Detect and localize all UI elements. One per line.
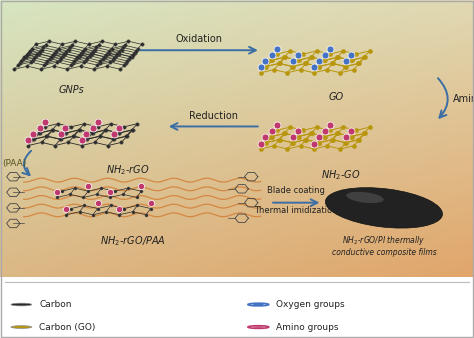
Text: Reduction: Reduction [189, 111, 238, 121]
Text: Oxidation: Oxidation [175, 34, 223, 44]
Text: Amination: Amination [453, 94, 474, 104]
Circle shape [248, 303, 269, 306]
Text: Amino groups: Amino groups [276, 322, 339, 332]
Circle shape [248, 326, 269, 329]
Text: Thermal imidization: Thermal imidization [255, 206, 338, 215]
Text: NH$_2$-rGO/PI thermally
conductive composite films: NH$_2$-rGO/PI thermally conductive compo… [332, 234, 436, 257]
Text: Carbon: Carbon [39, 300, 72, 309]
Text: Oxygen groups: Oxygen groups [276, 300, 345, 309]
Text: NH$_2$-rGO/PAA: NH$_2$-rGO/PAA [100, 234, 166, 248]
Circle shape [253, 326, 264, 328]
Text: NH$_2$-rGO: NH$_2$-rGO [106, 163, 150, 177]
Text: GNPs: GNPs [58, 85, 84, 95]
Text: Carbon (GO): Carbon (GO) [39, 322, 96, 332]
Circle shape [253, 304, 264, 305]
Text: NH$_2$-GO: NH$_2$-GO [321, 168, 361, 182]
Text: Blade coating: Blade coating [267, 186, 325, 195]
Text: GO: GO [329, 92, 344, 102]
Circle shape [11, 303, 32, 306]
Circle shape [11, 326, 32, 329]
Ellipse shape [326, 188, 442, 228]
Text: (PAA): (PAA) [2, 159, 27, 168]
Ellipse shape [346, 192, 383, 203]
